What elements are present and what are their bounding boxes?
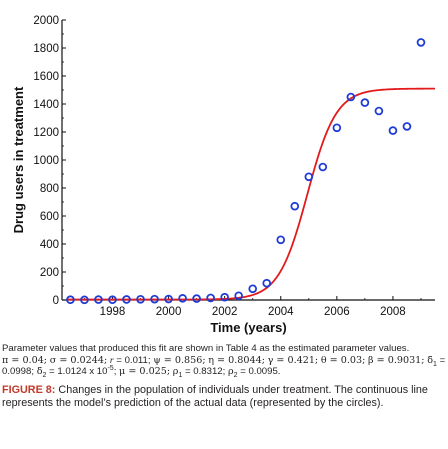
y-tick-label: 1200 [33,127,59,139]
figure-label: FIGURE 8: [2,383,56,396]
data-point [416,38,426,47]
param-delta2-value: = 1.0124 x 10 [49,366,108,378]
caption-area: Parameter values that produced this fit … [2,343,446,409]
figure-caption: FIGURE 8: Changes in the population of i… [2,384,446,410]
param-delta2-symbol: δ̃ [36,366,43,378]
data-point [332,123,342,133]
chart-svg: 0 200 400 600 800 1000 1200 1400 1600 1800 2000 199… [11,15,435,335]
data-point [262,278,272,288]
data-point [66,295,75,305]
figure-8-chart: 0 200 400 600 800 1000 1200 1400 1600 1800 2000 199… [11,15,435,335]
data-point [122,295,131,304]
x-axis-title: Time (years) [210,320,286,335]
data-point [388,126,398,135]
data-point [178,294,187,303]
param-pi: π = 0.04; [2,354,48,366]
x-tick-label: 2004 [268,306,294,318]
data-point [402,122,412,131]
x-tick-label: 2000 [156,306,182,318]
y-tick-label: 1600 [33,71,59,83]
y-tick-label: 0 [53,295,59,307]
param-rho1-symbol: ρ [172,366,179,378]
data-point [108,295,117,305]
data-point [220,292,229,302]
param-rho1-subscript: 1 [178,372,183,380]
figure-caption-text: Changes in the population of individuals… [2,383,428,409]
y-tick-label: 1400 [33,99,59,111]
param-mu: μ = 0.025; [119,366,171,378]
param-rho2-symbol: ρ [227,366,234,378]
data-point [290,201,300,211]
param-r-value: = 0.011; [116,354,151,366]
param-theta: θ = 0.03; [320,354,366,366]
y-tick-label: 2000 [33,15,59,27]
data-point [234,291,243,301]
data-point [360,98,370,107]
data-point [318,162,328,172]
param-delta1-subscript: 1 [432,360,437,368]
param-delta2-subscript: 2 [42,372,47,380]
y-tick-label: 1800 [33,43,59,55]
param-psi: ψ = 0.856; [153,354,206,366]
data-point [206,293,215,303]
y-tick-label: 400 [40,239,59,251]
data-point [94,295,103,304]
data-point [248,284,258,294]
data-point [136,294,145,304]
param-r-symbol: r [109,354,114,366]
param-beta: β = 0.9031; [368,354,425,366]
param-rho2-value: = 0.0095. [240,366,281,378]
data-point [150,294,159,304]
param-delta1-symbol: δ̃ [427,354,433,366]
y-tick-label: 600 [40,211,59,223]
data-point [346,92,356,102]
x-tick-label: 2002 [212,306,238,318]
x-tick-label: 2008 [380,306,406,318]
data-point [192,294,201,303]
data-point [164,294,173,304]
param-rho1-value: = 0.8312; [185,366,226,378]
y-tick-label: 800 [40,183,59,195]
param-delta1-value: = 0.0998; [2,354,446,378]
param-gamma: γ = 0.421; [267,354,319,366]
param-rho2-subscript: 2 [233,372,238,380]
param-eta: η = 0.8044; [208,354,265,366]
model-prediction-line [67,87,435,301]
param-delta2-end: ; [113,366,117,378]
y-tick-label: 1000 [33,155,59,167]
points-layer [66,38,426,305]
x-tick-label: 2006 [324,306,350,318]
data-point [374,106,384,116]
data-point [80,295,89,305]
parameter-values: π = 0.04; σ = 0.0244; r = 0.011; ψ = 0.8… [2,354,446,380]
data-point [276,235,286,245]
data-point [304,172,314,182]
param-delta2-exponent: -5 [107,365,114,372]
parameter-note: Parameter values that produced this fit … [2,343,410,354]
param-sigma: σ = 0.0244; [49,354,108,366]
curve-layer [67,87,435,301]
y-axis-title: Drug users in treatment [11,86,26,233]
y-tick-label: 200 [40,267,59,279]
axes-layer: 0 200 400 600 800 1000 1200 1400 1600 1800 2000 199… [33,15,435,318]
x-tick-label: 1998 [100,306,126,318]
